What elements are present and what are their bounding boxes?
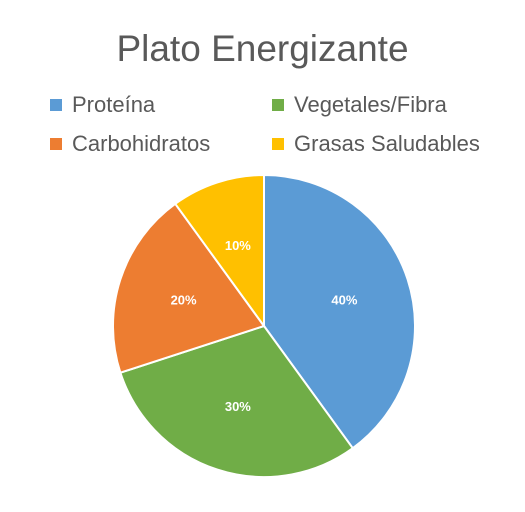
data-label-grasas-saludables: 10% — [225, 238, 251, 253]
legend-item-carbohidratos: Carbohidratos — [50, 130, 210, 158]
legend-swatch-proteina — [50, 99, 62, 111]
legend-swatch-vegetales-fibra — [272, 99, 284, 111]
data-label-vegetales-fibra: 30% — [225, 399, 251, 414]
legend-item-proteina: Proteína — [50, 91, 155, 119]
legend-swatch-grasas-saludables — [272, 138, 284, 150]
data-label-carbohidratos: 20% — [171, 292, 197, 307]
chart-title: Plato Energizante — [116, 28, 409, 69]
legend-item-vegetales-fibra: Vegetales/Fibra — [272, 91, 447, 119]
pie-slice-vegetales-fibra — [119, 325, 354, 478]
legend-label-vegetales-fibra: Vegetales/Fibra — [294, 92, 447, 117]
data-label-proteina: 40% — [331, 292, 357, 307]
pie-slice-grasas-saludables — [174, 174, 265, 327]
legend-swatch-carbohidratos — [50, 138, 62, 150]
legend-label-grasas-saludables: Grasas Saludables — [294, 131, 480, 156]
legend-label-carbohidratos: Carbohidratos — [72, 131, 211, 156]
pie-slice-proteina — [263, 174, 416, 450]
pie-slice-carbohidratos — [112, 202, 265, 374]
legend-item-grasas-saludables: Grasas Saludables — [272, 130, 480, 158]
legend-label-proteina: Proteína — [72, 92, 156, 117]
